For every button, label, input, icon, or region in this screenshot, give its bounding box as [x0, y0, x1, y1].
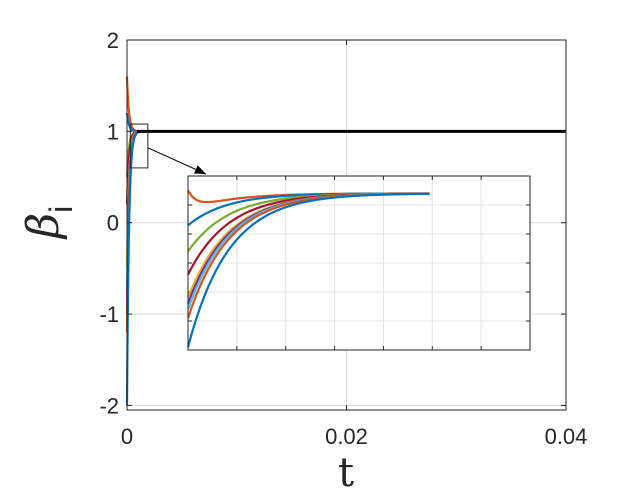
zoom-indicator	[129, 123, 207, 175]
main-ticks: 0 0.02 0.04 -2 -1 0 1 2	[99, 28, 587, 449]
zoom-box	[129, 123, 149, 169]
y-tick-label: 0	[107, 211, 119, 236]
inset-series-line-9	[186, 192, 430, 348]
zoom-arrow-head	[194, 165, 206, 174]
main-series-group	[125, 76, 141, 406]
inset-frame	[187, 175, 531, 351]
svg-text:βi: βi	[18, 206, 79, 241]
y-axis-label-subscript: i	[43, 206, 79, 213]
x-tick-label: 0.02	[325, 424, 368, 449]
y-axis-label-symbol: β	[18, 213, 69, 240]
x-tick-label: 0.04	[545, 424, 588, 449]
y-tick-label: -2	[99, 393, 119, 418]
y-tick-label: -1	[99, 302, 119, 327]
x-tick-label: 0	[121, 424, 133, 449]
y-tick-label: 2	[107, 28, 119, 53]
y-axis-label: βi	[18, 206, 79, 241]
x-axis-label: t	[338, 450, 354, 496]
y-tick-label: 1	[107, 119, 119, 144]
inset-plot	[186, 175, 531, 351]
